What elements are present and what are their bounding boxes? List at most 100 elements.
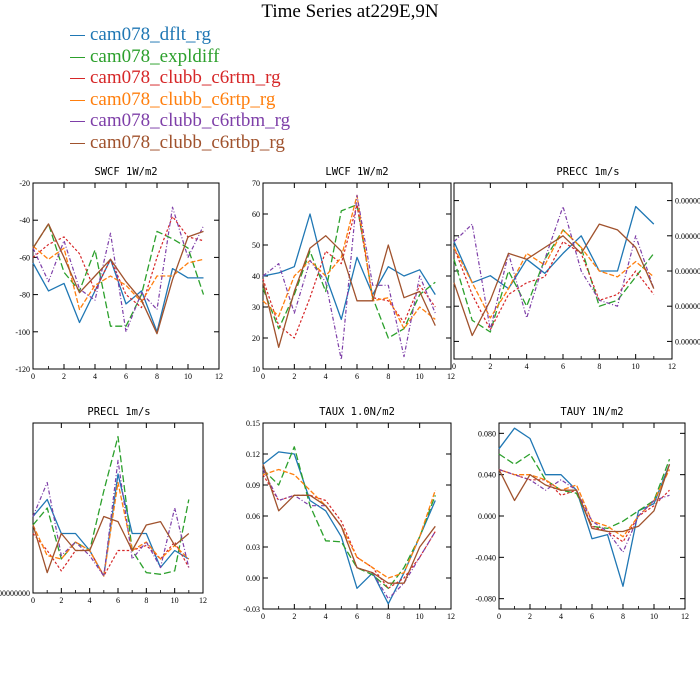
x-tick-label: 4 — [324, 372, 328, 381]
series-line-3 — [262, 474, 436, 589]
y-tick-label: 0.00000012 — [675, 232, 700, 241]
x-tick-label: 10 — [650, 612, 658, 621]
panel-title: TAUX 1.0N/m2 — [319, 406, 395, 418]
panel-title: PRECC 1m/s — [556, 166, 619, 178]
x-tick-label: 2 — [528, 612, 532, 621]
legend-swatch — [70, 78, 85, 80]
y-tick-label: -120 — [15, 365, 30, 374]
y-tick-label: -100 — [15, 328, 30, 337]
series-line-2 — [262, 446, 436, 589]
y-tick-label: 00000000 — [0, 589, 30, 598]
x-tick-label: 12 — [668, 362, 676, 371]
x-tick-label: 6 — [355, 612, 359, 621]
x-tick-label: 8 — [621, 612, 625, 621]
y-tick-label: 0.15 — [246, 419, 260, 428]
x-tick-label: 0 — [261, 372, 265, 381]
y-tick-label: 50 — [252, 241, 260, 250]
y-tick-label: 0.00000003 — [675, 337, 700, 346]
series-line-3 — [32, 533, 190, 577]
x-tick-label: 4 — [88, 596, 92, 605]
x-tick-label: 10 — [632, 362, 640, 371]
series-line-5 — [262, 469, 436, 600]
series-line-6 — [262, 464, 436, 584]
legend-swatch — [70, 99, 85, 101]
x-tick-label: 2 — [292, 612, 296, 621]
panel-title: TAUY 1N/m2 — [560, 406, 623, 418]
x-tick-label: 8 — [386, 612, 390, 621]
y-tick-label: 10 — [252, 365, 260, 374]
panel-title: PRECL 1m/s — [87, 406, 150, 418]
plot-frame — [498, 422, 686, 610]
x-tick-label: 0 — [452, 362, 456, 371]
legend-label: cam078_clubb_c6rtbm_rg — [90, 110, 291, 132]
chart-panel: PRECL 1m/s024681012000000000000000200000… — [0, 406, 207, 605]
legend-label: cam078_dflt_rg — [90, 24, 212, 45]
x-tick-label: 6 — [355, 372, 359, 381]
legend-label: cam078_clubb_c6rtp_rg — [90, 88, 276, 110]
y-tick-label: 0.080 — [478, 429, 496, 438]
legend-label: cam078_clubb_c6rtbp_rg — [90, 131, 285, 153]
series-line-6 — [32, 515, 190, 574]
series-line-5 — [32, 459, 190, 577]
series-line-3 — [32, 215, 204, 309]
x-tick-label: 0 — [261, 612, 265, 621]
x-tick-label: 0 — [497, 612, 501, 621]
legend-swatch — [70, 35, 85, 36]
y-tick-label: 0.06 — [246, 512, 260, 521]
series-line-4 — [498, 468, 671, 538]
chart-panel: SWCF 1W/m2 0 2 4 6 8 10 12 -120 -100 -80 -60 -40 -20 — [15, 166, 223, 381]
x-tick-label: 12 — [447, 372, 455, 381]
x-tick-label: 10 — [171, 596, 179, 605]
y-tick-label: 0.040 — [478, 471, 496, 480]
series-line-5 — [453, 205, 655, 331]
series-line-1 — [32, 258, 204, 333]
y-tick-label: 0.00000015 — [675, 197, 700, 206]
chart-panel: TAUY 1N/m2 0 2 4 6 8 10 12 -0.080 -0.040 0.000 0.04… — [475, 406, 689, 621]
x-tick-label: 0 — [31, 596, 35, 605]
series-line-2 — [32, 435, 190, 575]
series-line-4 — [262, 468, 436, 579]
x-tick-label: 8 — [155, 372, 159, 381]
y-tick-label: -0.080 — [475, 595, 496, 604]
y-tick-label: 0.000 — [478, 512, 496, 521]
series-line-2 — [32, 223, 205, 327]
y-tick-label: -20 — [19, 179, 30, 188]
y-tick-label: 0.12 — [246, 450, 260, 459]
y-tick-label: -0.03 — [243, 605, 260, 614]
x-tick-label: 12 — [199, 596, 207, 605]
series-line-6 — [498, 464, 671, 533]
x-tick-label: 4 — [93, 372, 97, 381]
x-tick-label: 6 — [116, 596, 120, 605]
plot-frame — [262, 422, 452, 610]
series-line-1 — [262, 451, 436, 605]
x-tick-label: 4 — [525, 362, 529, 371]
x-tick-label: 2 — [62, 372, 66, 381]
y-tick-label: -0.040 — [475, 553, 496, 562]
series-line-1 — [453, 205, 655, 290]
plot-frame — [32, 182, 220, 370]
x-tick-label: 4 — [559, 612, 563, 621]
series-line-4 — [453, 229, 655, 319]
x-tick-label: 12 — [215, 372, 223, 381]
series-line-1 — [262, 213, 436, 321]
series-line-5 — [32, 206, 205, 333]
x-tick-label: 2 — [292, 372, 296, 381]
legend-label: cam078_clubb_c6rtm_rg — [90, 67, 281, 89]
x-tick-label: 6 — [590, 612, 594, 621]
y-tick-label: 70 — [252, 179, 260, 188]
y-tick-label: 0.09 — [246, 481, 260, 490]
x-tick-label: 10 — [416, 372, 424, 381]
x-tick-label: 12 — [447, 612, 455, 621]
x-tick-label: 2 — [488, 362, 492, 371]
legend-swatch — [70, 142, 85, 144]
y-tick-label: 0.03 — [246, 543, 260, 552]
y-tick-label: 40 — [252, 272, 260, 281]
series-line-6 — [262, 235, 436, 348]
y-tick-label: -80 — [19, 291, 30, 300]
x-tick-label: 12 — [681, 612, 689, 621]
series-line-6 — [453, 223, 655, 337]
y-tick-label: 0.00000006 — [675, 302, 700, 311]
series-line-3 — [453, 241, 655, 331]
plot-frame — [262, 182, 452, 370]
